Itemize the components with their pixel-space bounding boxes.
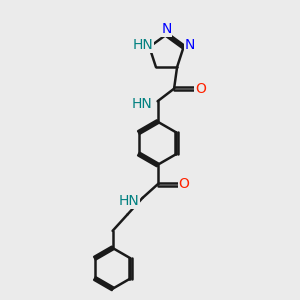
Text: HN: HN <box>131 97 152 111</box>
Text: HN: HN <box>132 38 153 52</box>
Text: N: N <box>161 22 172 36</box>
Text: O: O <box>195 82 206 96</box>
Text: N: N <box>184 38 195 52</box>
Text: O: O <box>178 177 189 191</box>
Text: HN: HN <box>118 194 139 208</box>
